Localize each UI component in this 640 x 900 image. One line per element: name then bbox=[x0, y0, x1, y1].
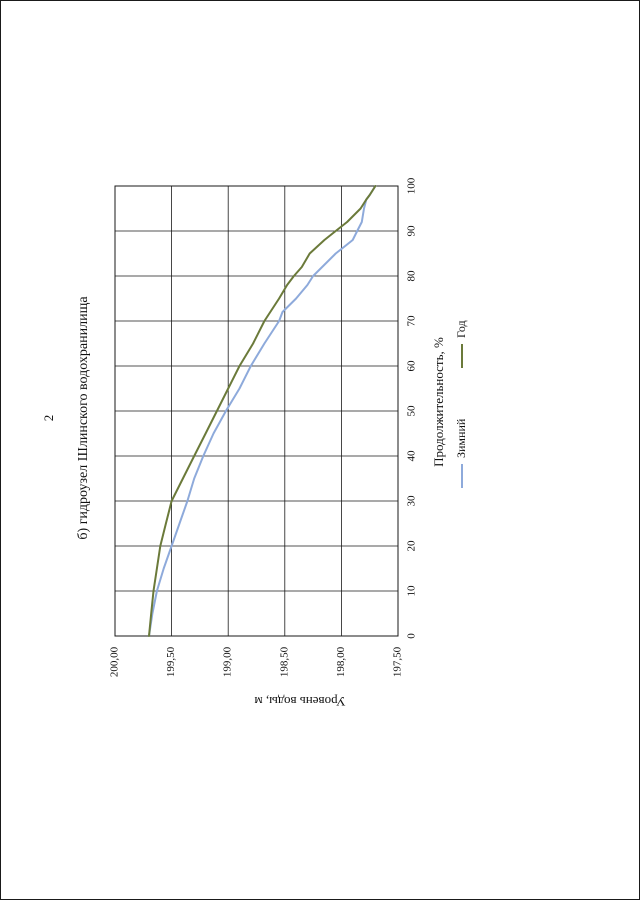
x-axis-title: Продолжительность, % bbox=[431, 337, 446, 467]
y-tick-label: 198,50 bbox=[278, 646, 290, 677]
y-tick-label: 200,00 bbox=[109, 646, 121, 677]
y-tick-label: 197,50 bbox=[392, 646, 404, 677]
x-tick-label: 80 bbox=[406, 270, 418, 282]
legend-label: Год bbox=[454, 320, 468, 338]
x-tick-label: 90 bbox=[406, 225, 418, 237]
x-tick-label: 10 bbox=[406, 585, 418, 597]
y-tick-label: 199,00 bbox=[222, 646, 234, 677]
x-tick-label: 50 bbox=[406, 405, 418, 417]
y-axis-title: Уровень воды, м bbox=[254, 694, 345, 709]
chart-legend: Зимний Год bbox=[454, 320, 468, 488]
chart-title: б) гидроузел Шлинского водохранилища bbox=[76, 296, 91, 540]
x-tick-label: 100 bbox=[406, 177, 418, 194]
y-tick-label: 198,00 bbox=[335, 646, 347, 677]
x-tick-label: 30 bbox=[406, 495, 418, 507]
series-line-winter bbox=[148, 185, 377, 637]
y-tick-label: 199,50 bbox=[165, 646, 177, 677]
plot-area: 0 10 20 30 40 50 60 70 80 90 100 200,00 199,50 199,00… bbox=[109, 177, 418, 677]
legend-label: Зимний bbox=[454, 418, 468, 458]
x-tick-label: 20 bbox=[406, 540, 418, 552]
series-line-year bbox=[148, 185, 377, 637]
x-tick-label: 70 bbox=[406, 315, 418, 327]
x-tick-label: 0 bbox=[406, 633, 418, 639]
x-tick-label: 40 bbox=[406, 450, 418, 462]
page-number: 2 bbox=[41, 415, 56, 422]
x-tick-label: 60 bbox=[406, 360, 418, 372]
